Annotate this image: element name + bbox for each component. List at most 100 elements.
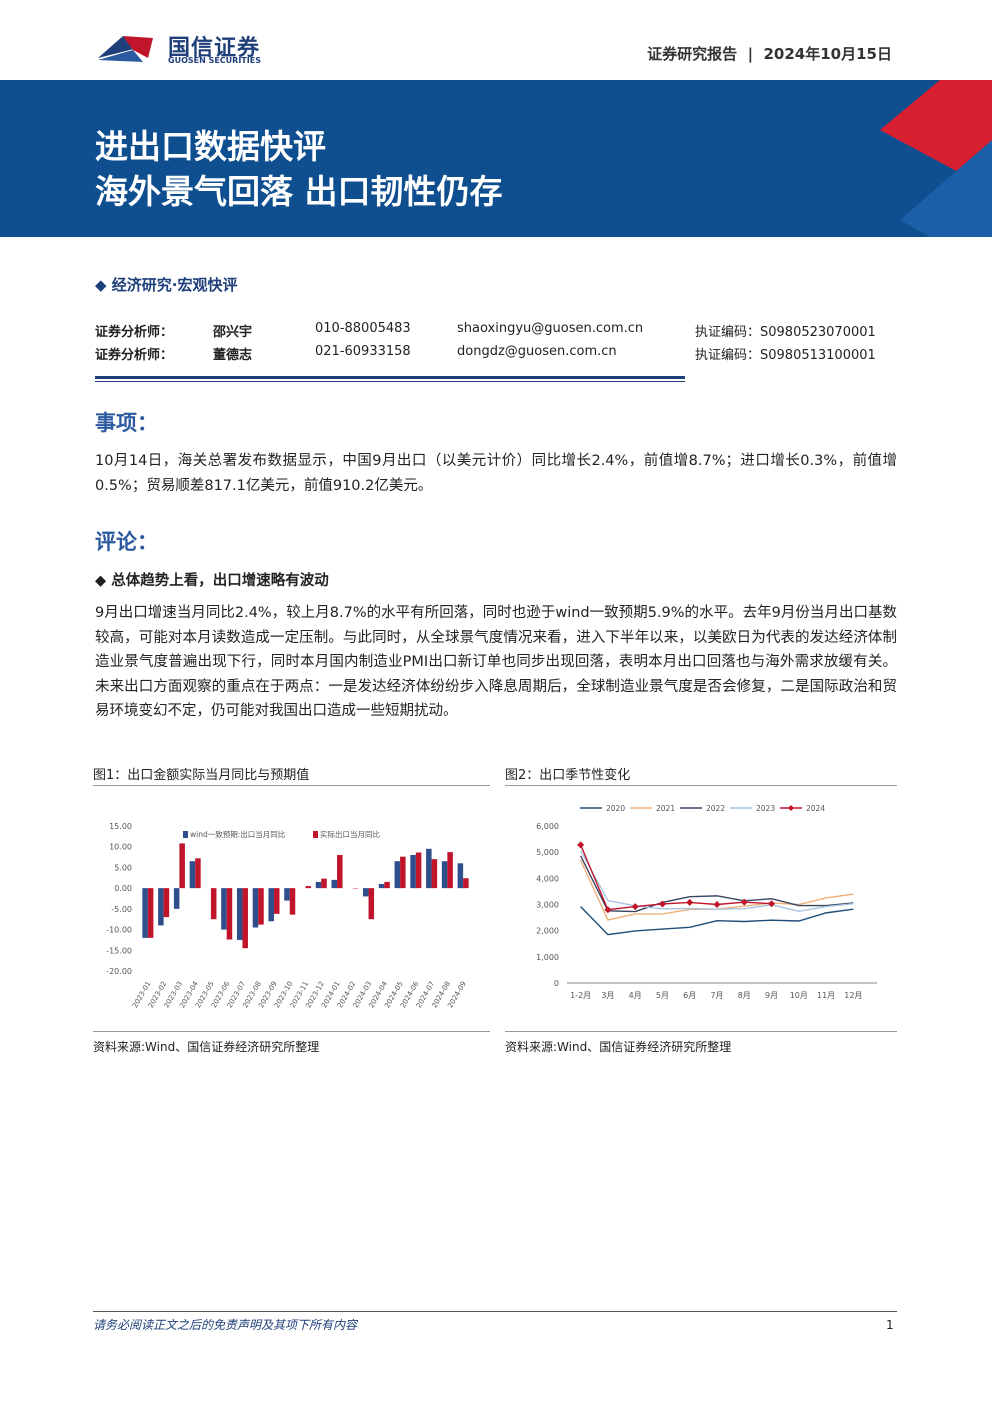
line [580,906,854,936]
bar [457,863,464,889]
bar [226,888,233,940]
legend-label: 2023 [756,804,775,813]
bar [337,855,343,889]
x-tick-label: 4月 [629,991,642,1000]
y-tick-label: 0 [554,979,559,988]
report-type: 证券研究报告 [647,45,738,63]
title: 进出口数据快评 [95,127,326,166]
subtitle: 海外景气回落 出口韧性仍存 [95,172,503,211]
y-tick-label: 15.00 [109,822,132,831]
bar [426,848,432,889]
marker [686,898,694,906]
marker [658,900,666,908]
x-tick-label: 11月 [817,991,835,1000]
bar [384,881,390,889]
brand-en: GUOSEN SECURITIES [168,56,261,65]
x-tick-label: 3月 [601,991,614,1000]
date: 2024年10月15日 [763,45,893,63]
bar [447,852,453,889]
subheading-text: 总体趋势上看，出口增速略有波动 [111,573,329,589]
bar [210,888,217,920]
analyst-field: 执证编码：S0980523070001 [695,325,876,340]
x-tick-label: 12月 [844,991,862,1000]
x-tick-label: 9月 [765,991,778,1000]
analyst-field: 证券分析师： [95,325,174,340]
analyst-field: 执证编码：S0980513100001 [695,348,876,363]
x-tick-label: 8月 [738,991,751,1000]
heading: 评论： [95,530,158,554]
bar [441,861,448,889]
bar [236,888,243,940]
y-tick-label: 5.00 [114,863,132,872]
x-tick-label: 1-2月 [570,991,591,1000]
bar [305,886,312,889]
logo [98,36,153,62]
y-tick-label: 5,000 [536,848,559,857]
bar [363,888,369,897]
y-tick-label: 10.00 [109,843,132,852]
y-tick-label: -20.00 [106,967,132,976]
line [580,850,854,913]
marker [604,906,612,914]
legend-label: 2024 [806,804,825,813]
bar [400,856,406,889]
bar [258,888,264,925]
line [579,844,772,911]
category-text: 经济研究·宏观快评 [111,276,238,294]
bar [331,879,338,889]
bar [315,881,322,889]
bar [252,888,259,928]
marker [577,841,585,849]
analyst-field: shaoxingyu@guosen.com.cn [457,321,644,336]
source: 资料来源:Wind、国信证券经济研究所整理 [93,1040,320,1054]
paragraph: 10月14日，海关总署发布数据显示，中国9月出口（以美元计价）同比增长2.4%，… [95,453,897,494]
y-tick-label: 3,000 [536,901,559,910]
y-tick-label: -10.00 [106,926,132,935]
rule [95,376,685,382]
bar [431,859,438,889]
category: ◆ 经济研究·宏观快评 [95,276,238,294]
report-meta: 证券研究报告 | 2024年10月15日 [647,45,893,63]
y-tick-label: -15.00 [106,946,132,955]
analyst-field: dongdz@guosen.com.cn [457,344,617,359]
analyst-field: 010-88005483 [315,321,411,336]
bar [195,858,201,889]
bar [378,884,385,889]
bar [289,888,296,915]
bar [163,888,170,918]
page-number: 1 [886,1318,894,1332]
bar [415,852,422,889]
bar [221,888,227,930]
disclaimer: 请务必阅读正文之后的免责声明及其项下所有内容 [93,1318,358,1332]
bar [268,888,274,922]
bar [189,861,196,889]
marker [740,898,748,906]
x-tick-label: 5月 [656,991,669,1000]
analyst-field: 证券分析师： [95,348,174,363]
x-tick-label: 6月 [683,991,696,1000]
brand: 国信证券 [168,36,261,61]
legend-marker [788,805,794,811]
x-tick-label: 10月 [790,991,808,1000]
paragraph: 9月出口增速当月同比2.4%，较上月8.7%的水平有所回落，同时也逊于wind一… [95,605,897,719]
caption: 图1：出口金额实际当月同比与预期值 [93,768,310,783]
chart: 15.00 10.00 5.00 0.00 -5.00 -10.00 -15.00 -20.0… [106,822,469,1009]
bar [158,888,164,926]
legend-label: 2021 [656,804,675,813]
y-tick-label: 0.00 [114,884,132,893]
banner [0,80,992,237]
caption: 图2：出口季节性变化 [505,768,631,783]
bar [147,888,154,938]
chart: 0 1,000 2,000 3,000 4,000 5,000 6,000 2020 2021 2… [536,804,877,1000]
legend-label: 2022 [706,804,725,813]
marker [631,903,639,911]
legend-label: wind一致预期:出口当月同比 [190,829,286,839]
marker [768,900,776,908]
legend-label: 2020 [606,804,625,813]
heading: 事项： [95,411,158,435]
bar [368,888,375,920]
legend-label: 实际出口当月同比 [320,829,380,839]
bar [173,888,180,909]
y-tick-label: 1,000 [536,953,559,962]
